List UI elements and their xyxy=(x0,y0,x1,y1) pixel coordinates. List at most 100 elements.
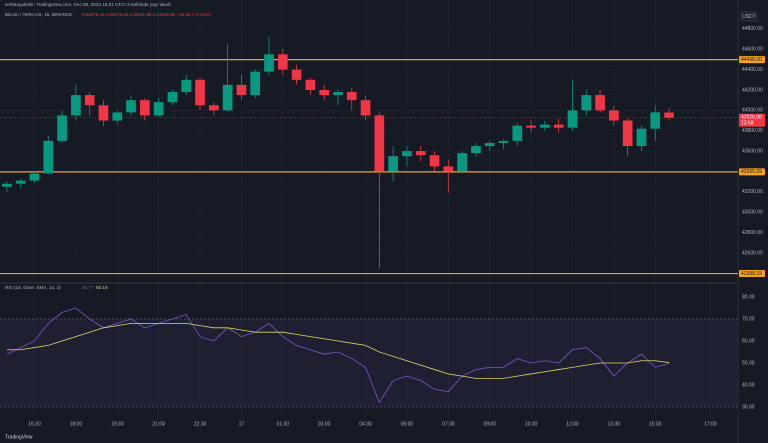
readout: 49.77 xyxy=(82,285,94,290)
candle-body xyxy=(181,79,192,93)
y-tick-label: 44000.00 xyxy=(742,108,763,114)
watermark: TradingView xyxy=(5,434,33,440)
candle-body xyxy=(567,110,578,128)
candle-body xyxy=(650,112,661,129)
y-tick-label: 60.00 xyxy=(742,338,755,344)
candle-body xyxy=(195,79,205,106)
countdown: 13:58 xyxy=(741,121,754,127)
candle-body xyxy=(540,124,550,128)
x-tick-label: 21:00 xyxy=(152,421,165,427)
candle-body xyxy=(126,100,136,113)
candle-body xyxy=(29,173,40,181)
y-tick-label: 70.00 xyxy=(742,316,755,322)
candle-body xyxy=(581,95,592,111)
x-tick-label: 01:30 xyxy=(277,421,290,427)
candle-body xyxy=(609,110,619,121)
y-tick-label: 43600.00 xyxy=(742,148,763,154)
candle-body xyxy=(98,105,109,121)
candle-body xyxy=(333,92,343,96)
candle-body xyxy=(291,69,302,80)
candle-body xyxy=(360,100,371,116)
candle-body xyxy=(236,84,247,96)
rsi-line xyxy=(6,323,670,379)
candle-body xyxy=(208,105,219,111)
level-label: 44498.00 xyxy=(741,57,762,63)
candle-body xyxy=(636,128,647,147)
x-tick-label: 16:30 xyxy=(28,421,41,427)
x-tick-label: 09:00 xyxy=(483,421,496,427)
rsi-line xyxy=(6,307,670,404)
y-tick-label: 43000.00 xyxy=(742,210,763,216)
candle-body xyxy=(526,125,536,128)
candle-body xyxy=(71,95,81,116)
candle-body xyxy=(471,146,481,154)
y-tick-label: 80.00 xyxy=(742,294,755,300)
currency[interactable]: USDT xyxy=(742,14,756,20)
y-tick-label: 50.00 xyxy=(742,360,755,366)
candle-body xyxy=(415,151,426,156)
y-tick-label: 44200.00 xyxy=(742,87,763,93)
x-tick-label: 13:30 xyxy=(608,421,621,427)
x-tick-label: 04:30 xyxy=(359,421,372,427)
x-tick-label: 22:30 xyxy=(194,421,207,427)
x-tick-label: 10:30 xyxy=(525,421,538,427)
x-tick-label: 17 xyxy=(239,421,245,427)
candle-body xyxy=(553,124,564,128)
y-tick-label: 44800.00 xyxy=(742,26,763,32)
candle-body xyxy=(153,102,164,116)
y-tick-label: 42800.00 xyxy=(742,230,763,236)
candle-body xyxy=(429,155,440,167)
x-tick-label: 15:00 xyxy=(649,421,662,427)
candle-body xyxy=(443,166,454,172)
candle-body xyxy=(167,92,178,103)
candle-body xyxy=(595,95,605,111)
candle-body xyxy=(250,71,261,96)
candle-body xyxy=(43,140,54,174)
candle-body xyxy=(402,151,412,157)
currency-box[interactable] xyxy=(740,11,758,22)
x-tick-label: 19:30 xyxy=(111,421,124,427)
candle-body xyxy=(84,95,95,106)
candle-body xyxy=(374,115,385,172)
candle-body xyxy=(388,156,398,172)
candle-body xyxy=(512,125,523,141)
candle-body xyxy=(484,142,495,147)
last-price-tag xyxy=(739,113,765,127)
y-tick-label: 42600.00 xyxy=(742,250,763,256)
x-tick-label: 17:00 xyxy=(704,421,717,427)
candle-body xyxy=(15,180,26,184)
y-tick-label: 43200.00 xyxy=(742,189,763,195)
candle-body xyxy=(664,112,674,118)
y-tick-label: 43800.00 xyxy=(742,128,763,134)
level-label: 43395.99 xyxy=(741,169,762,175)
rsi-title: RSI (14, close, SMA, 14, 2) xyxy=(5,285,61,290)
candle-body xyxy=(140,100,150,116)
candle-body xyxy=(457,153,467,172)
candle-body xyxy=(498,140,509,143)
level-tag xyxy=(739,168,765,176)
candle-body xyxy=(622,120,633,147)
x-tick-label: 06:00 xyxy=(401,421,414,427)
last-price-label: 43926.88 xyxy=(741,115,762,121)
level-label: 42398.33 xyxy=(741,271,762,277)
x-tick-label: 18:00 xyxy=(70,421,83,427)
y-tick-label: 40.00 xyxy=(742,382,755,388)
ohlc-readout: O43979.04 H43979.05 L43921.88 C43926.88 … xyxy=(82,12,211,17)
candle-body xyxy=(222,84,233,111)
readout: 50.19 xyxy=(96,285,108,290)
candle-body xyxy=(2,183,12,187)
level-tag xyxy=(739,56,765,64)
y-tick-label: 44600.00 xyxy=(742,47,763,53)
candle-body xyxy=(57,115,67,141)
candle-body xyxy=(346,92,357,101)
candle-body xyxy=(305,79,316,90)
candle-body xyxy=(319,89,329,96)
x-tick-label: 07:30 xyxy=(442,421,455,427)
y-tick-label: 44400.00 xyxy=(742,67,763,73)
candle-body xyxy=(277,54,288,70)
candle-body xyxy=(112,112,123,121)
symbol: Bitcoin / TetherUS, 15, BINANCE xyxy=(5,12,72,17)
publish-info: serbangultekin TradingView.com, Dec 05, … xyxy=(5,2,171,7)
